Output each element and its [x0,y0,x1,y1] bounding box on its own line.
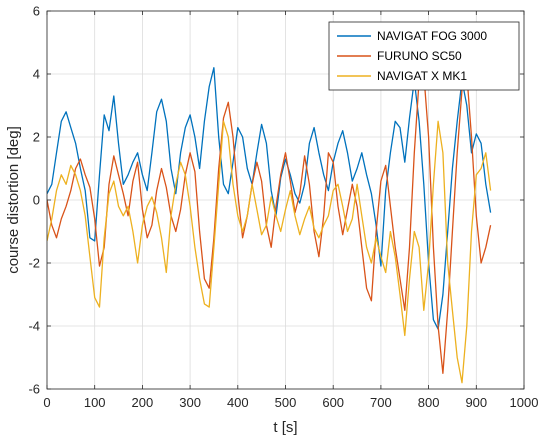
x-tick-label: 400 [227,395,249,410]
x-tick-label: 600 [322,395,344,410]
x-tick-label: 300 [179,395,201,410]
x-tick-label: 0 [43,395,50,410]
y-tick-label: 6 [33,4,40,19]
axis-ticks: 0 100 200 300 400 500 600 700 800 900 1000 -6 -4 -2 0 2… [28,4,538,411]
y-tick-label: -6 [28,382,40,397]
legend-label-1: FURUNO SC50 [377,49,462,63]
y-tick-label: -2 [28,256,40,271]
series-line-2 [47,120,492,384]
legend-label-2: NAVIGAT X MK1 [377,69,467,83]
series-line-0 [47,67,492,330]
series-group [47,67,492,384]
x-tick-label: 200 [132,395,154,410]
y-tick-label: -4 [28,319,40,334]
y-tick-label: 2 [33,130,40,145]
x-tick-label: 100 [84,395,106,410]
x-axis-title: t [s] [273,419,297,436]
y-tick-label: 4 [33,67,40,82]
legend-label-0: NAVIGAT FOG 3000 [377,29,487,43]
x-tick-label: 700 [370,395,392,410]
x-tick-label: 1000 [510,395,539,410]
legend: NAVIGAT FOG 3000 FURUNO SC50 NAVIGAT X MK1 [328,21,520,91]
x-tick-label: 800 [418,395,440,410]
x-tick-label: 900 [465,395,487,410]
series-line-1 [47,73,492,374]
y-axis-title: course distortion [deg] [5,126,22,274]
y-tick-label: 0 [33,193,40,208]
x-tick-label: 500 [275,395,297,410]
